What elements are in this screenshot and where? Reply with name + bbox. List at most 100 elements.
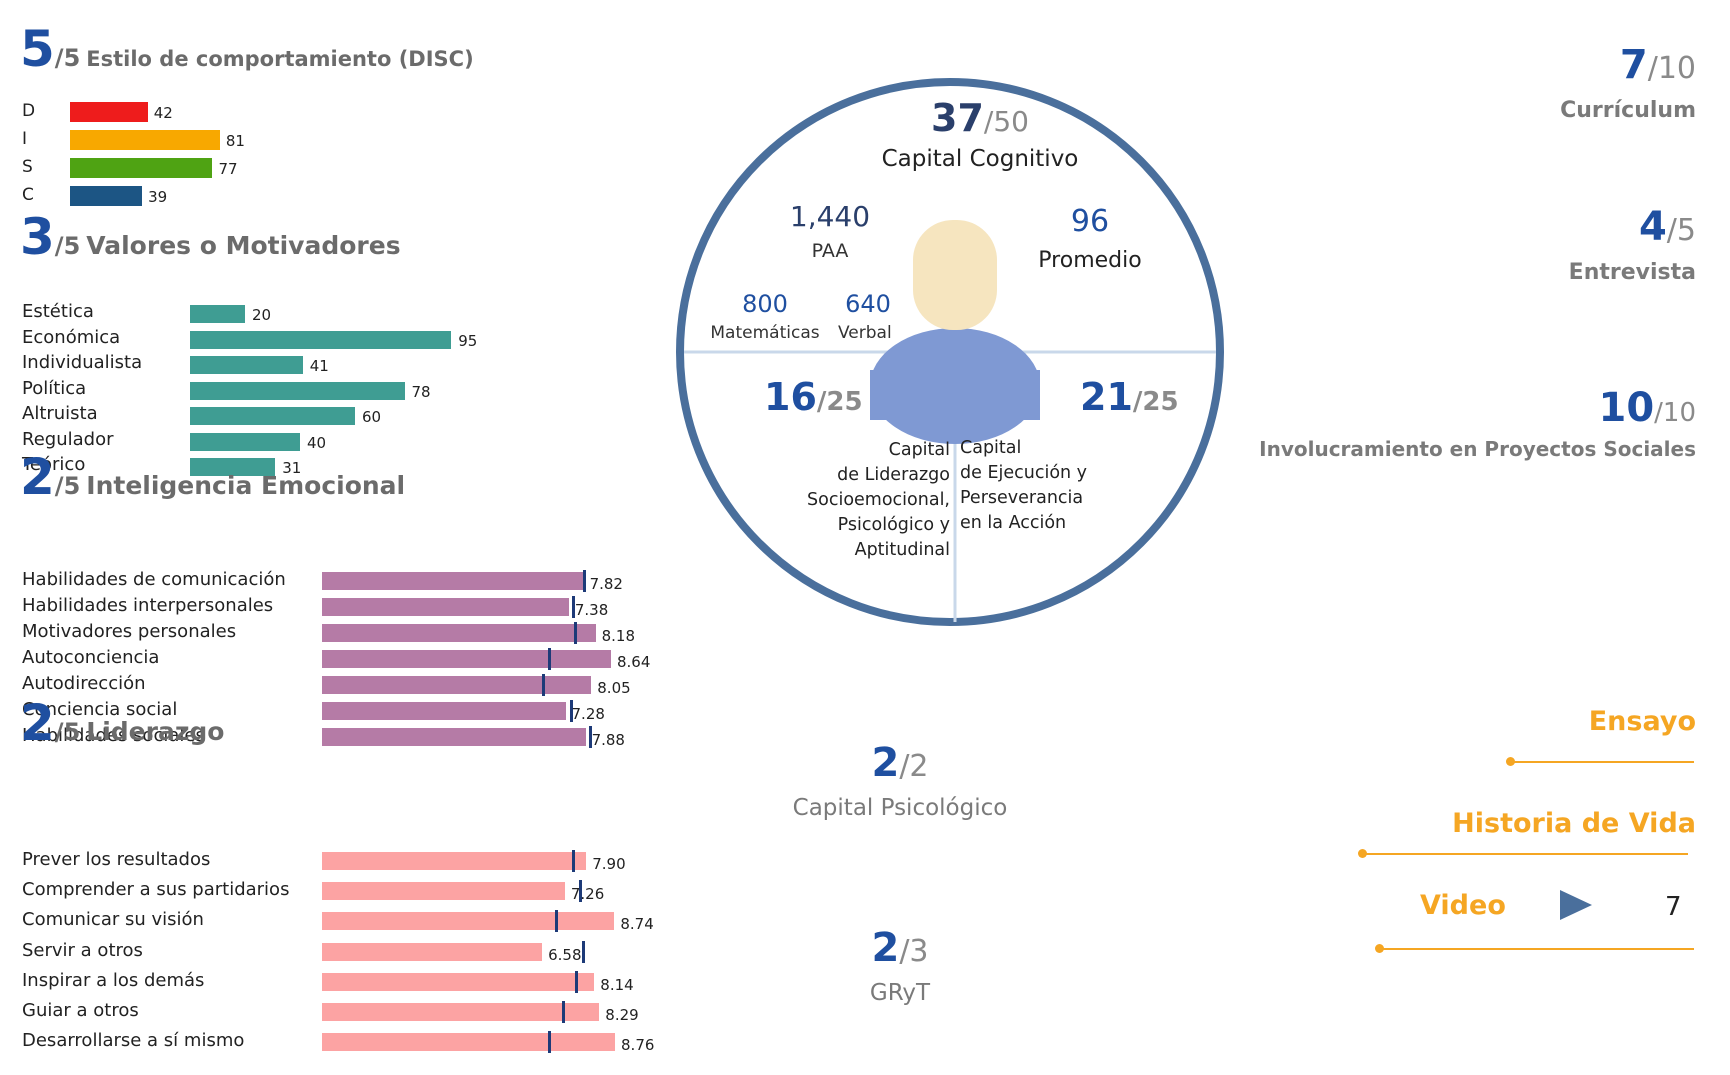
emocional-value: 8.18: [601, 627, 636, 645]
valores-bar: [190, 356, 303, 374]
liderazgo-reference-tick: [571, 850, 575, 872]
psicologico-score: 2/2: [780, 740, 1020, 786]
paa-value: 1,440: [789, 200, 871, 233]
avatar-head: [913, 220, 997, 330]
liderazgo-value: 8.74: [620, 915, 654, 934]
liderazgo-value: 7.26: [570, 885, 605, 904]
liderazgo-label: Inspirar a los demás: [22, 969, 205, 991]
ejecucion-capital-total: /25: [1132, 387, 1179, 417]
emocional-reference-tick: [573, 622, 577, 644]
cognitivo-label: Capital Cognitivo: [881, 146, 1079, 172]
liderazgo-value: 8.76: [621, 1036, 655, 1055]
emocional-bar: [322, 624, 596, 642]
valores-value: 20: [252, 306, 272, 324]
disc-header: 5 /5 Estilo de comportamiento (DISC): [20, 20, 474, 78]
emocional-label: Motivadores personales: [22, 621, 237, 642]
involucramiento-num: 10: [1598, 385, 1655, 431]
liderazgo-capital-label: Capital de Liderazgo Socioemocional, Psicol…: [807, 438, 950, 563]
disc-value: 39: [148, 188, 168, 206]
disc-bar: [70, 130, 220, 150]
valores-value: 60: [362, 408, 382, 426]
valores-value: 95: [458, 331, 478, 350]
emocional-bar: [322, 676, 592, 694]
emocional-reference-tick: [588, 726, 592, 748]
disc-bar: [70, 186, 143, 206]
disc-value: 42: [153, 104, 173, 122]
valores-value: 40: [307, 433, 327, 452]
liderazgo-reference-tick: [575, 970, 579, 993]
ejecucion-label-line: Capital: [960, 438, 1022, 458]
disc-label: D: [22, 101, 36, 121]
disc-value: 81: [225, 132, 245, 150]
gryt-score: 2/3: [780, 925, 1020, 971]
emocional-label: Habilidades sociales: [22, 725, 205, 746]
play-icon[interactable]: [1558, 888, 1594, 922]
ejecucion-label-line: Perseverancia: [960, 488, 1084, 508]
emocional-value: 8.64: [617, 653, 651, 671]
valores-value: 31: [282, 459, 302, 477]
entrevista-label: Entrevista: [1568, 260, 1696, 285]
liderazgo-value: 6.58: [548, 945, 582, 964]
emocional-bar: [322, 728, 586, 746]
curriculum-total: /10: [1647, 51, 1696, 86]
valores-bar: [190, 407, 355, 425]
liderazgo-reference-tick: [555, 910, 559, 933]
liderazgo-label: Prever los resultados: [22, 849, 211, 870]
liderazgo-bar: [322, 972, 595, 991]
historia-label: Historia de Vida: [1452, 808, 1696, 839]
emocional-value: 7.28: [571, 705, 605, 723]
curriculum-num: 7: [1619, 42, 1648, 88]
emocional-bar: [322, 598, 569, 616]
valores-total: /5: [54, 232, 81, 260]
ensayo-line: [1510, 761, 1694, 763]
liderazgo-bar: [322, 852, 587, 870]
liderazgo-label-line: Capital: [888, 440, 950, 460]
emocional-value: 7.82: [589, 575, 623, 593]
liderazgo-label-line: Psicológico y: [837, 515, 950, 535]
ejecucion-label-line: en la Acción: [960, 513, 1067, 533]
disc-title: Estilo de comportamiento (DISC): [86, 47, 474, 71]
valores-bar: [190, 432, 300, 451]
emocional-reference-tick: [548, 648, 552, 670]
liderazgo-label-line: Aptitudinal: [854, 540, 950, 560]
valores-bar: [190, 381, 405, 400]
emocional-reference-tick: [582, 570, 586, 592]
valores-value: 78: [411, 382, 431, 401]
involucramiento-total: /10: [1654, 398, 1696, 428]
ejecucion-label-line: de Ejecución y: [960, 463, 1088, 483]
valores-header: 3 /5 Valores o Motivadores: [20, 208, 401, 266]
promedio-value: 96: [1070, 204, 1110, 239]
circle-outline: [676, 78, 1224, 626]
emocional-label: Autodirección: [22, 673, 146, 694]
video-label: Video: [1420, 890, 1506, 921]
emocional-reference-tick: [571, 596, 575, 618]
emocional-label: Habilidades de comunicación: [22, 569, 286, 590]
curriculum-label: Currículum: [1560, 98, 1696, 123]
liderazgo-value: 8.14: [600, 975, 634, 994]
cognitivo-score-block: 37/50: [830, 96, 1130, 140]
disc-bar: [70, 158, 213, 178]
liderazgo-bar: [322, 942, 543, 961]
liderazgo-value: 8.29: [605, 1006, 639, 1024]
emocional-value: 8.05: [597, 679, 631, 697]
emocional-value: 7.88: [591, 731, 625, 749]
liderazgo-label: Comunicar su visión: [22, 909, 204, 931]
valores-label: Individualista: [22, 352, 143, 373]
liderazgo-bar: [322, 1003, 600, 1021]
verbal-value: 640: [845, 290, 891, 318]
liderazgo-bar: [322, 882, 565, 901]
liderazgo-label: Desarrollarse a sí mismo: [22, 1030, 245, 1052]
valores-title: Valores o Motivadores: [86, 231, 401, 260]
valores-score: 3: [20, 208, 55, 266]
entrevista-num: 4: [1638, 204, 1667, 250]
emocional-label: Habilidades interpersonales: [22, 595, 274, 616]
liderazgo-reference-tick: [581, 940, 585, 963]
liderazgo-label-line: Socioemocional,: [807, 490, 950, 510]
involucramiento-label: Involucramiento en Proyectos Sociales: [1259, 437, 1696, 461]
promedio-label: Promedio: [1038, 248, 1142, 273]
video-line: [1379, 948, 1694, 950]
disc-label: S: [22, 157, 33, 177]
valores-label: Altruista: [22, 403, 98, 424]
emocional-label: Conciencia social: [22, 699, 178, 720]
liderazgo-reference-tick: [578, 880, 582, 903]
